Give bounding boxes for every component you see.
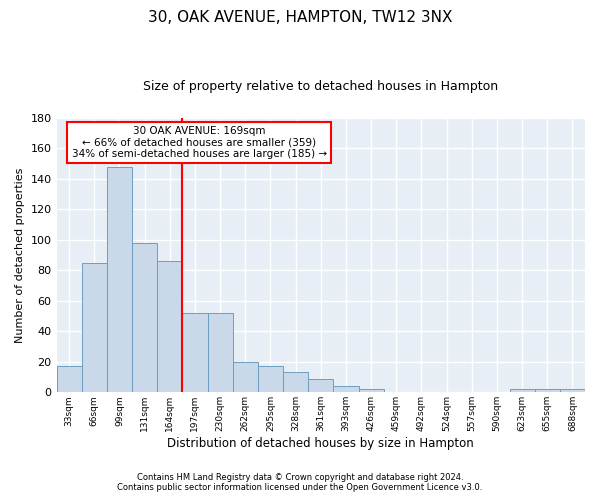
Bar bbox=[308, 378, 334, 392]
Bar bbox=[535, 389, 560, 392]
X-axis label: Distribution of detached houses by size in Hampton: Distribution of detached houses by size … bbox=[167, 437, 474, 450]
Bar bbox=[107, 166, 132, 392]
Bar bbox=[208, 313, 233, 392]
Bar bbox=[359, 389, 383, 392]
Text: Contains HM Land Registry data © Crown copyright and database right 2024.
Contai: Contains HM Land Registry data © Crown c… bbox=[118, 473, 482, 492]
Title: Size of property relative to detached houses in Hampton: Size of property relative to detached ho… bbox=[143, 80, 499, 93]
Bar bbox=[132, 243, 157, 392]
Bar bbox=[334, 386, 359, 392]
Bar bbox=[283, 372, 308, 392]
Bar bbox=[509, 389, 535, 392]
Y-axis label: Number of detached properties: Number of detached properties bbox=[15, 168, 25, 342]
Bar bbox=[182, 313, 208, 392]
Bar bbox=[157, 261, 182, 392]
Bar bbox=[233, 362, 258, 392]
Bar bbox=[82, 262, 107, 392]
Bar bbox=[560, 389, 585, 392]
Text: 30, OAK AVENUE, HAMPTON, TW12 3NX: 30, OAK AVENUE, HAMPTON, TW12 3NX bbox=[148, 10, 452, 25]
Text: 30 OAK AVENUE: 169sqm
← 66% of detached houses are smaller (359)
34% of semi-det: 30 OAK AVENUE: 169sqm ← 66% of detached … bbox=[71, 126, 327, 159]
Bar bbox=[56, 366, 82, 392]
Bar bbox=[258, 366, 283, 392]
